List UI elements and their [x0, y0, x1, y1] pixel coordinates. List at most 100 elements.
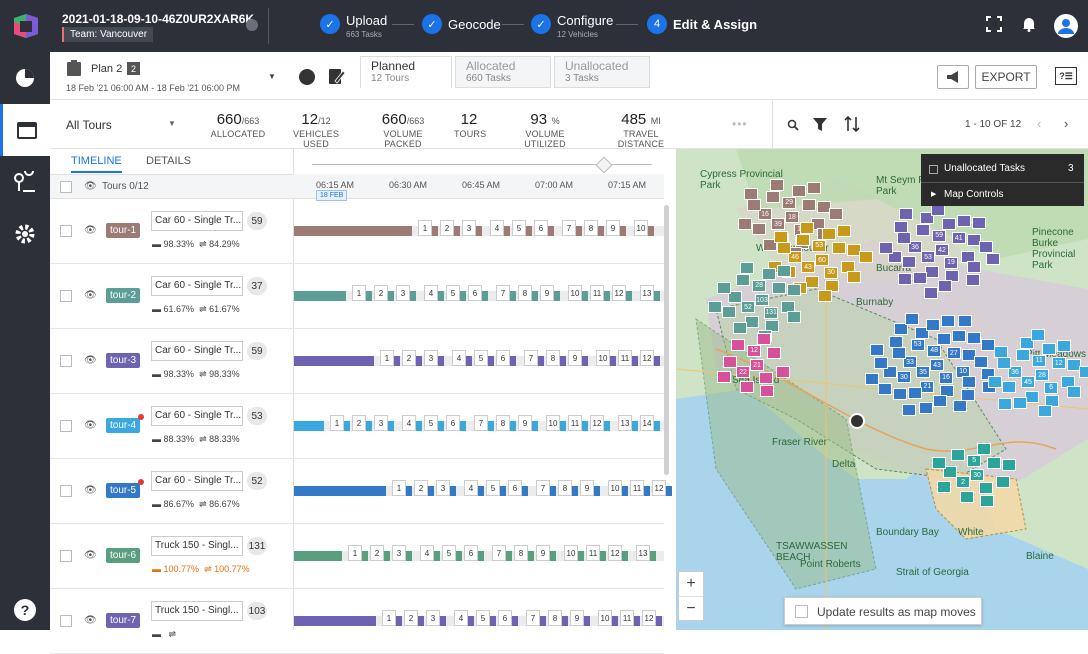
map-task-pin[interactable] — [759, 371, 774, 384]
map-task-pin[interactable] — [1012, 397, 1027, 410]
map-task-pin[interactable] — [925, 265, 940, 278]
stop-marker[interactable]: 9 — [570, 610, 584, 626]
stop-marker[interactable]: 9 — [518, 415, 532, 431]
search-icon[interactable] — [787, 118, 799, 136]
map-task-pin[interactable] — [937, 333, 952, 346]
tour-row[interactable]: 👁 tour-7 Truck 150 - Singl... 103 ▬ ⇌ — [50, 589, 294, 654]
map-task-pin[interactable] — [894, 220, 909, 233]
map-task-pin[interactable] — [708, 301, 723, 314]
map-task-pin[interactable] — [901, 256, 916, 269]
record-icon[interactable] — [299, 69, 315, 85]
tour-tag[interactable]: tour-3 — [106, 353, 141, 368]
stop-marker[interactable]: 12 — [642, 610, 656, 626]
stop-marker[interactable]: 10 — [546, 415, 560, 431]
eye-icon[interactable]: 👁 — [84, 420, 97, 431]
map-task-pin[interactable] — [1019, 337, 1034, 350]
map-task-pin[interactable] — [889, 335, 904, 348]
map-task-pin[interactable] — [870, 343, 885, 356]
map-task-pin[interactable] — [735, 273, 750, 286]
stop-marker[interactable]: 5 — [486, 480, 500, 496]
tour-route-bar[interactable] — [294, 291, 346, 301]
map-task-pin[interactable] — [951, 329, 966, 342]
stop-marker[interactable]: 14 — [640, 415, 654, 431]
stop-marker[interactable]: 1 — [392, 480, 406, 496]
map-task-pin[interactable] — [1037, 405, 1052, 418]
map-task-pin[interactable]: 33 — [903, 356, 917, 369]
map-task-pin[interactable] — [762, 239, 777, 252]
stop-marker[interactable]: 13 — [618, 415, 632, 431]
map-task-pin[interactable]: 43 — [801, 261, 816, 274]
announce-button[interactable] — [937, 65, 969, 89]
map-task-pin[interactable] — [967, 233, 982, 246]
map-task-pin[interactable] — [996, 357, 1011, 370]
tour-row[interactable]: 👁 tour-4 Car 60 - Single Tr... 53 ▬ 88.33% ⇌… — [50, 394, 294, 459]
stop-marker[interactable]: 9 — [580, 480, 594, 496]
step-upload[interactable]: ✓ Upload 663 Tasks — [320, 14, 387, 42]
stop-marker[interactable]: 8 — [514, 545, 528, 561]
tours-filter-select[interactable]: All Tours — [66, 118, 112, 132]
map-task-pin[interactable] — [971, 216, 986, 229]
map-task-pin[interactable]: 21 — [750, 359, 764, 371]
tab-timeline[interactable]: TIMELINE — [71, 155, 122, 173]
map-task-pin[interactable] — [1045, 395, 1060, 408]
stop-marker[interactable]: 3 — [374, 415, 388, 431]
eye-icon[interactable]: 👁 — [84, 225, 97, 236]
tour-tag[interactable]: tour-2 — [106, 288, 141, 303]
stop-marker[interactable]: 4 — [402, 415, 416, 431]
map-task-pin[interactable] — [979, 481, 994, 494]
map-task-pin[interactable] — [966, 331, 981, 344]
sort-icon[interactable] — [844, 115, 860, 137]
map-task-pin[interactable] — [805, 275, 820, 288]
stop-marker[interactable]: 12 — [608, 545, 622, 561]
map-task-pin[interactable] — [924, 286, 939, 299]
map-task-pin[interactable] — [1042, 343, 1057, 356]
stop-marker[interactable]: 10 — [596, 350, 610, 366]
stop-marker[interactable]: 5 — [446, 285, 460, 301]
map-task-pin[interactable]: 41 — [951, 232, 966, 245]
stop-marker[interactable]: 9 — [606, 220, 620, 236]
stop-marker[interactable]: 4 — [454, 610, 468, 626]
stop-marker[interactable]: 3 — [392, 545, 406, 561]
map-task-pin[interactable] — [942, 218, 957, 231]
stop-marker[interactable]: 4 — [420, 545, 434, 561]
map-task-pin[interactable] — [746, 199, 761, 212]
map-task-pin[interactable] — [776, 365, 791, 378]
eye-icon[interactable]: 👁 — [84, 290, 97, 301]
map-task-pin[interactable] — [1002, 458, 1017, 471]
step-geocode[interactable]: ✓ Geocode — [422, 14, 501, 34]
map-route-icon[interactable] — [0, 156, 50, 208]
notification-bell-icon[interactable] — [1022, 16, 1036, 35]
map-task-pin[interactable] — [1001, 381, 1016, 394]
map-task-pin[interactable]: 30 — [824, 266, 839, 279]
map-task-pin[interactable] — [904, 312, 919, 325]
map-task-pin[interactable]: 16 — [758, 208, 772, 221]
map-task-pin[interactable] — [828, 208, 843, 221]
zoom-in-button[interactable]: + — [686, 575, 696, 592]
map-task-pin[interactable] — [787, 283, 802, 296]
stop-marker[interactable]: 5 — [512, 220, 526, 236]
vehicle-select[interactable]: Car 60 - Single Tr... — [151, 406, 243, 426]
settings-gear-icon[interactable] — [0, 208, 50, 260]
stop-marker[interactable]: 6 — [496, 350, 510, 366]
map-task-pin[interactable]: 29 — [782, 196, 797, 209]
stop-marker[interactable]: 4 — [490, 220, 504, 236]
eye-icon[interactable]: 👁 — [84, 181, 97, 192]
stop-marker[interactable]: 13 — [636, 545, 650, 561]
map-task-pin[interactable]: 60 — [815, 254, 829, 266]
fullscreen-icon[interactable] — [986, 16, 1002, 35]
map-task-pin[interactable]: 19 — [944, 256, 959, 269]
stop-marker[interactable]: 1 — [380, 350, 394, 366]
map-task-pin[interactable] — [907, 387, 922, 400]
stop-marker[interactable]: 6 — [468, 285, 482, 301]
planner-icon[interactable] — [0, 104, 50, 156]
help-panel-icon[interactable]: ?☰ — [1055, 67, 1077, 85]
stop-marker[interactable]: 2 — [440, 220, 454, 236]
plan-dropdown-chevron-icon[interactable]: ▼ — [268, 72, 276, 81]
map-task-pin[interactable] — [967, 261, 982, 274]
map-task-pin[interactable] — [1015, 348, 1030, 361]
map-task-pin[interactable] — [883, 366, 898, 379]
map-task-pin[interactable] — [1067, 358, 1082, 371]
select-all-checkbox[interactable] — [60, 181, 72, 193]
stop-marker[interactable]: 7 — [496, 285, 510, 301]
map-task-pin[interactable]: 53 — [921, 251, 936, 264]
